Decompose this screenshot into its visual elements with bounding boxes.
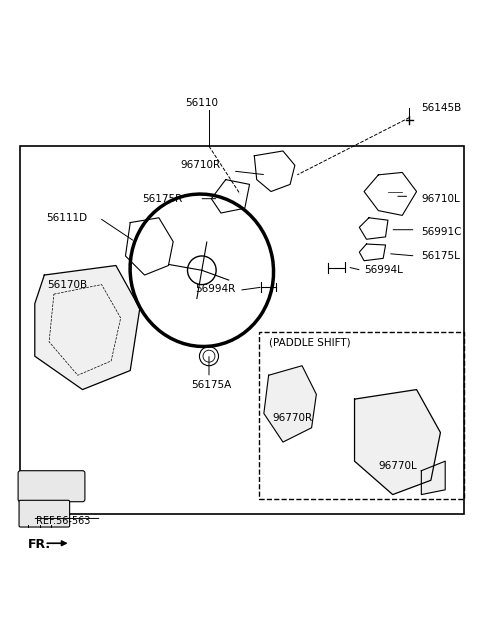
Text: 56991C: 56991C — [421, 227, 462, 237]
Text: 96710L: 96710L — [421, 194, 460, 204]
Text: 96770L: 96770L — [378, 461, 417, 471]
Polygon shape — [264, 366, 316, 442]
FancyBboxPatch shape — [19, 501, 70, 527]
Text: 56994L: 56994L — [364, 265, 403, 275]
Text: (PADDLE SHIFT): (PADDLE SHIFT) — [269, 337, 350, 347]
Text: 56170B: 56170B — [47, 280, 87, 289]
FancyBboxPatch shape — [18, 471, 85, 502]
Text: FR.: FR. — [28, 538, 51, 551]
Text: 56175A: 56175A — [191, 380, 231, 390]
Text: 56994R: 56994R — [195, 284, 235, 294]
Text: 56110: 56110 — [185, 98, 218, 108]
Text: 56175R: 56175R — [143, 194, 183, 204]
Text: 96770R: 96770R — [273, 413, 312, 424]
Bar — [259, 333, 464, 499]
Text: 96710R: 96710R — [181, 160, 221, 170]
Text: REF.56-563: REF.56-563 — [36, 516, 91, 526]
Text: 56111D: 56111D — [46, 213, 87, 223]
Polygon shape — [35, 265, 140, 390]
Polygon shape — [355, 390, 441, 495]
Text: 56145B: 56145B — [421, 103, 462, 113]
Polygon shape — [421, 461, 445, 495]
Text: 56175L: 56175L — [421, 251, 460, 261]
Bar — [21, 146, 464, 514]
